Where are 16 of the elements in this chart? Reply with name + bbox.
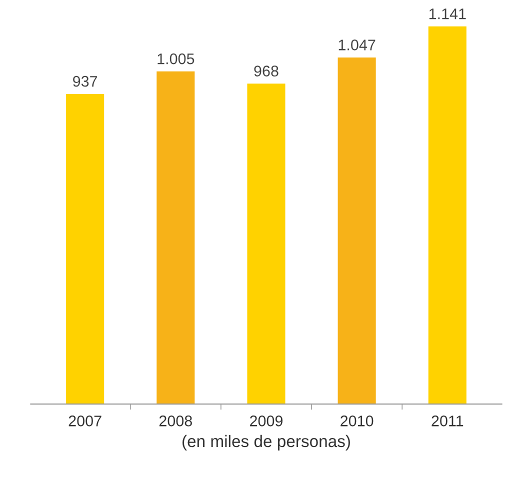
x-tick-label: 2010 xyxy=(340,416,374,426)
x-tick-label: 2007 xyxy=(68,416,102,426)
bar xyxy=(247,84,286,404)
bar xyxy=(338,58,376,404)
x-tick-label: 2009 xyxy=(250,416,283,426)
data-label: 1.141 xyxy=(429,8,466,20)
data-label: 1.005 xyxy=(158,53,194,64)
data-label: 968 xyxy=(254,66,278,76)
bar xyxy=(428,26,466,404)
bar xyxy=(66,94,104,404)
data-label: 937 xyxy=(73,76,98,87)
x-tick-label: 2011 xyxy=(432,416,464,426)
data-label: 1.047 xyxy=(338,40,376,50)
x-axis-title: (en miles de personas) xyxy=(182,434,350,450)
bar xyxy=(156,71,195,404)
x-tick-label: 2008 xyxy=(159,416,192,426)
